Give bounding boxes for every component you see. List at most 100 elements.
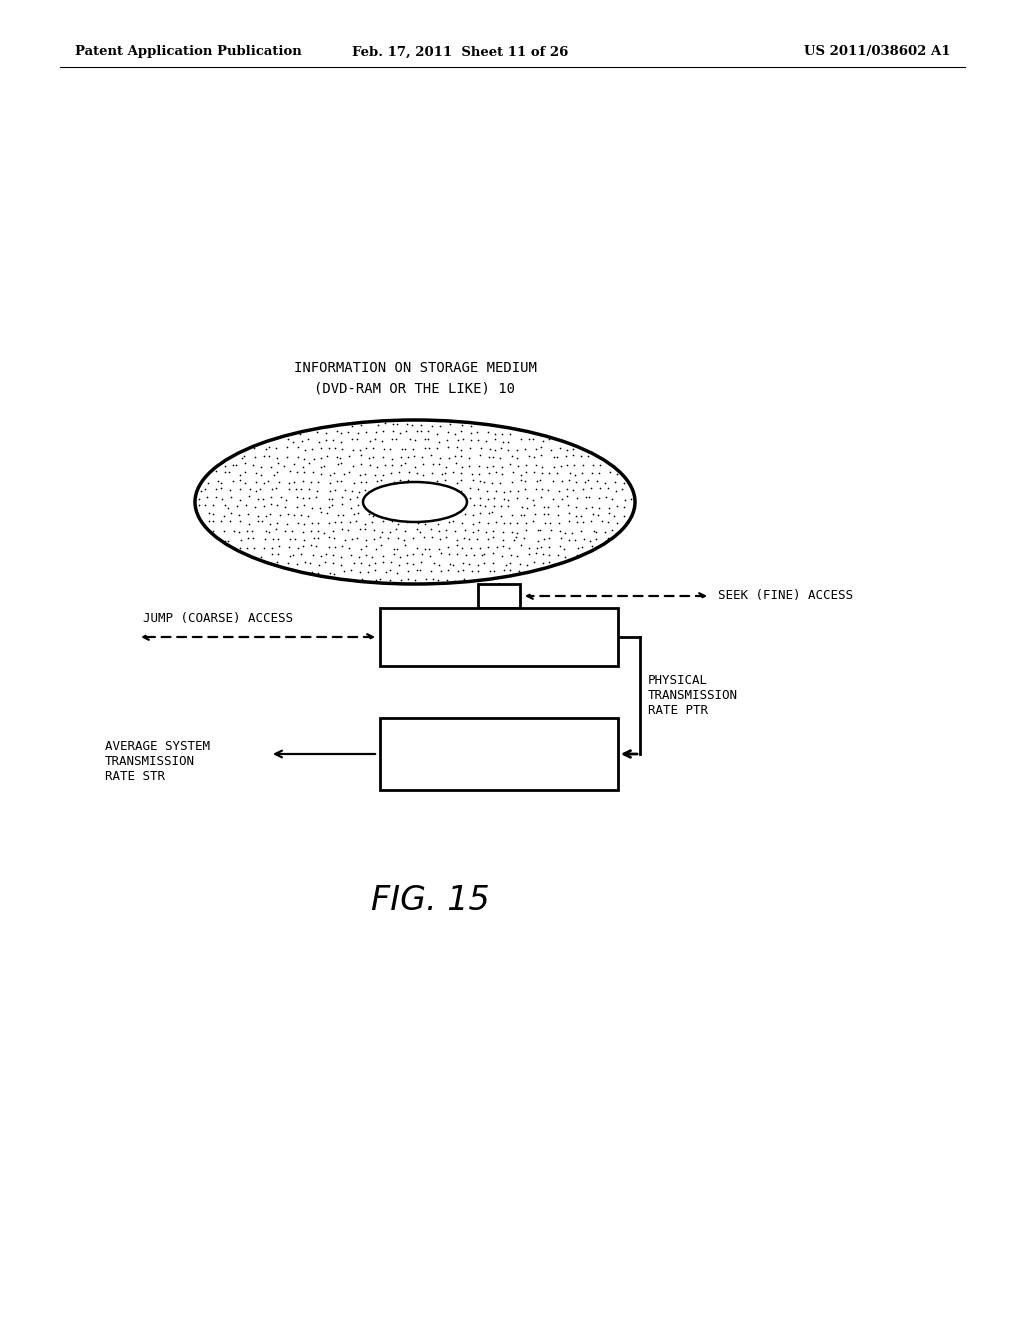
Point (260, 471, 276, 492)
Point (494, 463, 510, 484)
Point (485, 495, 502, 516)
Point (225, 520, 242, 541)
Point (456, 527, 472, 548)
Point (295, 449, 311, 470)
Point (381, 438, 397, 459)
Point (420, 421, 436, 442)
Point (454, 446, 470, 467)
Point (332, 447, 348, 469)
Point (350, 546, 367, 568)
Point (502, 560, 518, 581)
Point (383, 462, 399, 483)
Point (421, 437, 437, 458)
Point (357, 421, 374, 442)
Point (510, 455, 526, 477)
Point (574, 536, 591, 557)
Point (282, 461, 298, 482)
Point (282, 545, 298, 566)
Point (413, 552, 429, 573)
Point (304, 462, 321, 483)
Point (572, 520, 589, 541)
Point (300, 453, 316, 474)
Point (569, 487, 586, 508)
Point (289, 553, 305, 574)
Point (223, 486, 240, 507)
Point (504, 471, 520, 492)
Point (326, 564, 342, 585)
Point (496, 480, 512, 502)
Point (461, 553, 477, 574)
Point (396, 529, 413, 550)
Point (446, 570, 463, 591)
Point (454, 455, 470, 477)
Point (600, 512, 616, 533)
Point (343, 428, 359, 449)
Point (432, 416, 449, 437)
Point (352, 519, 369, 540)
Point (310, 528, 327, 549)
Point (436, 470, 453, 491)
Point (286, 544, 302, 565)
Point (484, 527, 501, 548)
Point (386, 473, 402, 494)
Point (528, 454, 545, 475)
Point (297, 552, 313, 573)
Point (398, 413, 415, 434)
Point (592, 454, 608, 475)
Point (480, 488, 497, 510)
Point (404, 438, 421, 459)
Point (365, 506, 381, 527)
Point (518, 554, 535, 576)
Point (590, 504, 606, 525)
Point (230, 521, 247, 543)
Point (478, 480, 495, 502)
Point (431, 539, 447, 560)
Point (264, 544, 281, 565)
Point (552, 438, 568, 459)
Point (317, 550, 334, 572)
Point (588, 521, 604, 543)
Point (543, 440, 559, 461)
Point (541, 463, 557, 484)
Point (438, 457, 455, 478)
Point (342, 512, 358, 533)
Point (263, 457, 280, 478)
Point (561, 503, 578, 524)
Bar (478, 583, 520, 609)
Point (509, 523, 525, 544)
Text: Feb. 17, 2011  Sheet 11 of 26: Feb. 17, 2011 Sheet 11 of 26 (352, 45, 568, 58)
Point (433, 560, 450, 581)
Point (409, 420, 425, 441)
Point (216, 506, 232, 527)
Point (312, 496, 329, 517)
Point (289, 486, 305, 507)
Point (465, 521, 481, 543)
Point (493, 437, 509, 458)
Point (502, 424, 518, 445)
Point (423, 462, 439, 483)
Point (304, 498, 321, 519)
Point (472, 445, 488, 466)
Point (244, 520, 260, 541)
Point (512, 465, 528, 486)
Point (289, 496, 305, 517)
Point (528, 539, 545, 560)
Point (413, 421, 429, 442)
Point (608, 513, 625, 535)
Point (265, 528, 282, 549)
Point (471, 455, 487, 477)
Point (425, 453, 441, 474)
Point (383, 449, 399, 470)
Point (265, 465, 282, 486)
Point (527, 479, 544, 500)
Point (476, 471, 493, 492)
Point (521, 537, 538, 558)
Point (260, 445, 276, 466)
Point (388, 519, 404, 540)
Point (278, 520, 294, 541)
Point (353, 539, 370, 560)
Point (263, 478, 280, 499)
Point (456, 569, 472, 590)
Point (383, 552, 399, 573)
Point (568, 512, 585, 533)
